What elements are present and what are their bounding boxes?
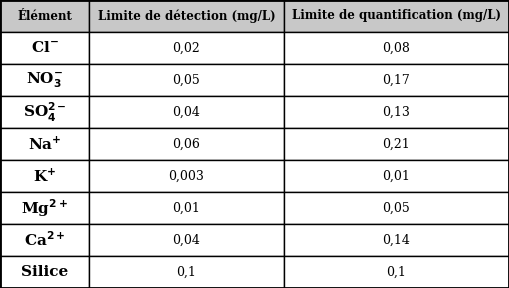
Text: 0,05: 0,05	[383, 202, 410, 215]
Text: SO$_{\mathbf{4}}^{\mathbf{2-}}$: SO$_{\mathbf{4}}^{\mathbf{2-}}$	[22, 101, 66, 124]
Text: 0,01: 0,01	[173, 202, 201, 215]
Bar	[284, 128, 509, 160]
Bar	[284, 224, 509, 256]
Text: NO$_{\mathbf{3}}^{\mathbf{-}}$: NO$_{\mathbf{3}}^{\mathbf{-}}$	[26, 70, 63, 90]
Bar	[0, 192, 89, 224]
Text: Limite de détection (mg/L): Limite de détection (mg/L)	[98, 9, 275, 23]
Text: 0,17: 0,17	[383, 73, 410, 86]
Bar	[89, 192, 284, 224]
Text: 0,13: 0,13	[383, 105, 410, 118]
Bar	[89, 224, 284, 256]
Bar	[0, 64, 89, 96]
Bar	[89, 64, 284, 96]
Bar	[284, 64, 509, 96]
Text: Cl$^{\mathbf{-}}$: Cl$^{\mathbf{-}}$	[31, 41, 59, 56]
Text: 0,02: 0,02	[173, 41, 201, 54]
Text: Ca$^{\mathbf{2+}}$: Ca$^{\mathbf{2+}}$	[24, 231, 65, 249]
Text: Élément: Élément	[17, 10, 72, 22]
Text: 0,04: 0,04	[173, 105, 201, 118]
Text: 0,04: 0,04	[173, 234, 201, 247]
Text: Silice: Silice	[21, 265, 68, 279]
Text: 0,1: 0,1	[386, 266, 407, 278]
Bar	[0, 96, 89, 128]
Text: K$^{\mathbf{+}}$: K$^{\mathbf{+}}$	[33, 167, 56, 185]
Bar	[89, 256, 284, 288]
Text: 0,05: 0,05	[173, 73, 201, 86]
Bar	[284, 32, 509, 64]
Text: 0,1: 0,1	[177, 266, 196, 278]
Bar	[284, 0, 509, 32]
Text: 0,14: 0,14	[383, 234, 410, 247]
Bar	[89, 160, 284, 192]
Text: Na$^{\mathbf{+}}$: Na$^{\mathbf{+}}$	[27, 135, 62, 153]
Text: 0,08: 0,08	[383, 41, 410, 54]
Bar	[284, 256, 509, 288]
Bar	[89, 0, 284, 32]
Bar	[0, 160, 89, 192]
Text: 0,21: 0,21	[383, 137, 410, 151]
Bar	[284, 96, 509, 128]
Bar	[284, 192, 509, 224]
Bar	[0, 0, 89, 32]
Bar	[0, 128, 89, 160]
Text: 0,003: 0,003	[168, 170, 205, 183]
Bar	[0, 224, 89, 256]
Bar	[284, 160, 509, 192]
Bar	[0, 256, 89, 288]
Bar	[89, 96, 284, 128]
Bar	[0, 32, 89, 64]
Bar	[89, 32, 284, 64]
Text: 0,01: 0,01	[383, 170, 410, 183]
Text: 0,06: 0,06	[173, 137, 201, 151]
Text: Limite de quantification (mg/L): Limite de quantification (mg/L)	[292, 10, 501, 22]
Bar	[89, 128, 284, 160]
Text: Mg$^{\mathbf{2+}}$: Mg$^{\mathbf{2+}}$	[21, 197, 68, 219]
